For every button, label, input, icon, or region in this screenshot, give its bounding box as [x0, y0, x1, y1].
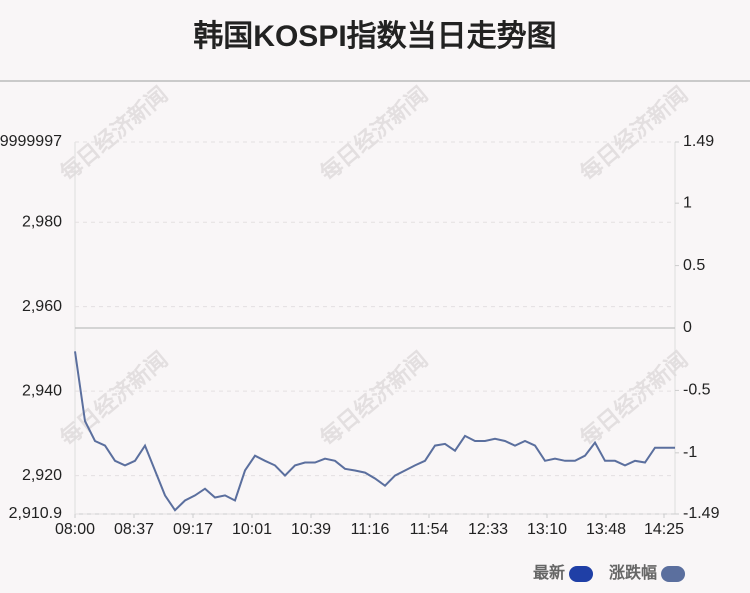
y2-tick-label: 1: [683, 194, 692, 211]
legend-swatch: [569, 566, 594, 582]
legend-label: 涨跌幅: [609, 563, 657, 582]
legend-label: 最新: [533, 563, 565, 582]
x-tick-label: 13:48: [586, 521, 626, 538]
x-tick-label: 12:33: [468, 521, 508, 538]
y2-tick-label: 0: [683, 319, 692, 336]
legend-swatch: [661, 566, 686, 582]
x-tick-label: 11:54: [410, 521, 449, 538]
x-tick-label: 13:10: [527, 521, 567, 538]
x-tick-label: 08:37: [114, 521, 154, 538]
y2-tick-label: -1: [683, 444, 697, 461]
x-tick-label: 11:16: [351, 521, 390, 538]
y2-tick-label: -1.49: [683, 505, 720, 522]
y-tick-label: 2,940: [22, 382, 62, 399]
x-tick-label: 08:00: [55, 521, 95, 538]
x-tick-label: 09:17: [173, 521, 213, 538]
y-tick-label: 2,998.9999997: [0, 133, 62, 150]
x-tick-label: 10:01: [232, 521, 272, 538]
y-tick-label: 2,920: [22, 467, 62, 484]
y2-tick-label: -0.5: [683, 382, 711, 399]
chart-title: 韩国KOSPI指数当日走势图: [193, 20, 556, 53]
y-tick-label: 2,980: [22, 213, 62, 230]
y-tick-label: 2,910.9: [9, 505, 62, 522]
price-line: [74, 351, 675, 512]
y2-tick-label: 1.49: [683, 133, 714, 150]
y-tick-label: 2,960: [22, 298, 62, 315]
x-tick-label: 14:25: [644, 521, 684, 538]
y2-tick-label: 0.5: [683, 257, 705, 274]
x-tick-label: 10:39: [291, 521, 331, 538]
